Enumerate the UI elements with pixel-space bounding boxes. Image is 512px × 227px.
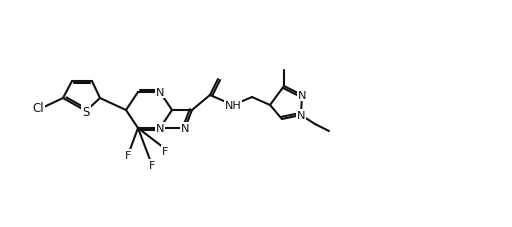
Text: F: F xyxy=(162,146,168,156)
Text: Cl: Cl xyxy=(32,101,44,114)
Text: N: N xyxy=(297,111,305,121)
Text: NH: NH xyxy=(225,101,241,111)
Text: S: S xyxy=(82,105,90,118)
Text: N: N xyxy=(156,88,164,98)
Text: N: N xyxy=(298,91,306,101)
Text: N: N xyxy=(156,123,164,133)
Text: F: F xyxy=(125,150,131,160)
Text: N: N xyxy=(181,123,189,133)
Text: F: F xyxy=(149,160,155,170)
